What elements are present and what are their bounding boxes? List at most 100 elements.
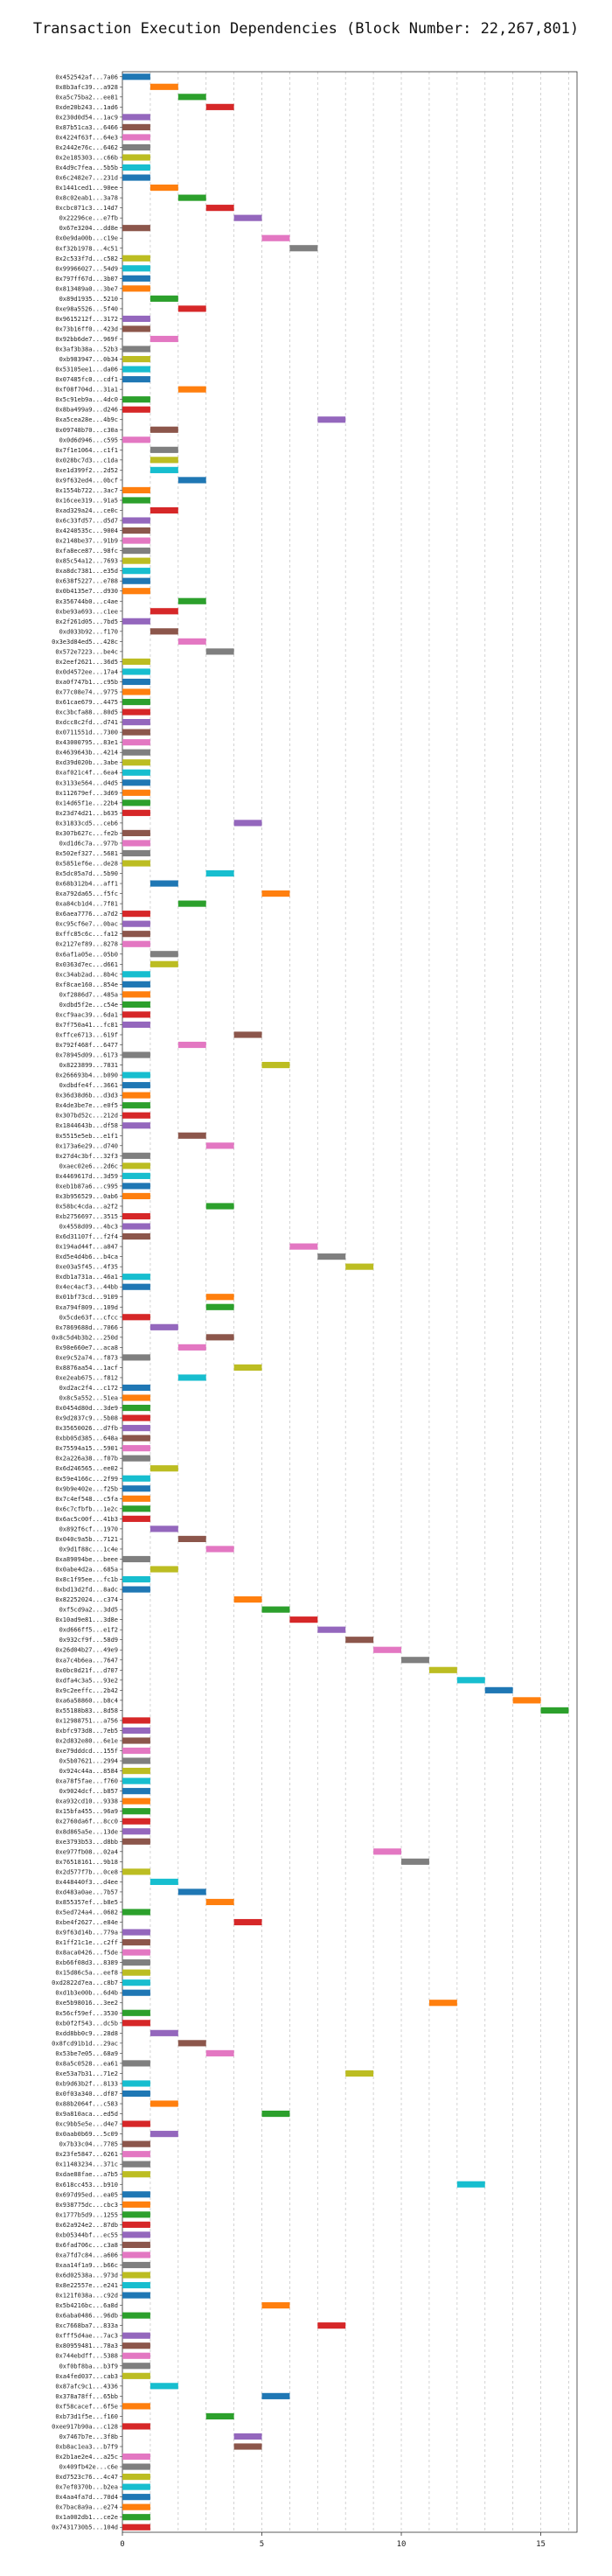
transaction-bar — [345, 1263, 374, 1270]
transaction-bar — [233, 820, 262, 827]
y-tick-label: 0x448440f3...d4ee — [55, 1879, 118, 1886]
y-tick-label: 0x0363d7ec...d661 — [55, 961, 118, 968]
transaction-bar — [122, 2453, 150, 2461]
transaction-bar — [122, 436, 150, 443]
y-tick-label: 0xf5cd9a2...3dd5 — [59, 1607, 118, 1614]
transaction-bar — [205, 1303, 234, 1310]
transaction-bar — [122, 981, 150, 988]
transaction-bar — [177, 1132, 206, 1139]
y-tick-label: 0xd1b3e00b...6d4b — [55, 1990, 118, 1997]
transaction-bar — [122, 355, 150, 363]
transaction-bar — [122, 255, 150, 262]
y-tick-label: 0x409fb42e...c6e — [59, 2464, 118, 2471]
y-tick-label: 0x2d832e80...6e1e — [55, 1737, 118, 1744]
transaction-bar — [373, 1848, 402, 1855]
y-tick-label: 0x87b51ca3...6466 — [55, 124, 118, 131]
transaction-bar — [122, 2281, 150, 2289]
y-tick-label: 0x6fad706c...c3a8 — [55, 2242, 118, 2249]
transaction-bar — [177, 1041, 206, 1049]
y-tick-label: 0x80959481...78a3 — [55, 2342, 118, 2349]
y-tick-label: 0x5b4216bc...6a8d — [55, 2302, 118, 2309]
y-tick-label: 0xc7668ba7...833a — [55, 2322, 118, 2329]
transaction-bar — [122, 1798, 150, 1805]
y-tick-label: 0x8aca0426...f5de — [55, 1950, 118, 1957]
y-tick-label: 0xaa14f1a9...b66c — [55, 2262, 118, 2269]
transaction-bar — [122, 2403, 150, 2410]
transaction-bar — [150, 2029, 178, 2036]
transaction-bar — [122, 396, 150, 403]
transaction-bar — [122, 1777, 150, 1784]
y-tick-label: 0xb9d63b2f...8133 — [55, 2080, 118, 2087]
y-tick-label: 0xe2eab675...f812 — [55, 1374, 118, 1381]
y-tick-label: 0x2148be37...91b9 — [55, 538, 118, 545]
axes-box — [122, 71, 578, 2533]
y-tick-label: 0x028bc7d3...c1da — [55, 457, 118, 464]
transaction-bar — [122, 1747, 150, 1755]
y-tick-label: 0x2a226a38...f07b — [55, 1456, 118, 1463]
y-tick-label: 0xe9c52a74...f873 — [55, 1354, 118, 1361]
transaction-bar — [122, 2140, 150, 2147]
y-tick-label: 0x121f038a...c92d — [55, 2293, 118, 2300]
transaction-bar — [122, 557, 150, 564]
transaction-bar — [122, 1909, 150, 1916]
transaction-bar — [122, 1828, 150, 1835]
y-tick-label: 0x3b956529...0ab6 — [55, 1193, 118, 1200]
transaction-bar — [122, 940, 150, 947]
y-tick-label: 0xa794f809...109d — [55, 1304, 118, 1311]
transaction-bar — [122, 2191, 150, 2198]
transaction-bar — [122, 1586, 150, 1593]
transaction-bar — [233, 1918, 262, 1926]
y-tick-label: 0x09748b70...c30a — [55, 427, 118, 434]
y-tick-label: 0x9f632ed4...0bcf — [55, 477, 118, 484]
transaction-bar — [122, 668, 150, 675]
y-tick-label: 0x9a810aca...ed5d — [55, 2111, 118, 2118]
transaction-bar — [122, 497, 150, 504]
transaction-bar — [150, 2383, 178, 2390]
y-tick-label: 0x8c02eab1...3a78 — [55, 195, 118, 202]
y-tick-label: 0x6af1a05e...05b0 — [55, 951, 118, 958]
axes-frame — [120, 71, 578, 2536]
transaction-bar — [122, 779, 150, 786]
y-tick-label: 0x15d86c5a...eef8 — [55, 1970, 118, 1977]
y-tick-label: 0xcbc071c3...14d7 — [55, 205, 118, 212]
y-tick-label: 0x2b1ae2e4...a25c — [55, 2454, 118, 2461]
transaction-bar — [122, 1475, 150, 1482]
y-tick-label: 0xa4fed037...cab3 — [55, 2373, 118, 2380]
transaction-bar — [122, 1172, 150, 1179]
y-tick-label: 0x0aab0b69...5c09 — [55, 2131, 118, 2138]
transaction-bar — [205, 869, 234, 877]
y-tick-label: 0x266693b4...b090 — [55, 1072, 118, 1079]
y-tick-label: 0xdbdfe4f...3661 — [59, 1082, 118, 1089]
transaction-bar — [261, 2392, 290, 2399]
y-tick-label: 0x5b07621...2994 — [59, 1758, 118, 1765]
transaction-bar — [122, 2463, 150, 2470]
x-tick-label: 10 — [397, 2540, 407, 2549]
y-tick-label: 0x76518161...9b18 — [55, 1859, 118, 1866]
transaction-bar — [122, 1212, 150, 1220]
transaction-bar — [205, 1142, 234, 1149]
transaction-bar — [122, 618, 150, 625]
y-tick-label: 0x307b627c...fe2b — [55, 830, 118, 837]
transaction-bar — [456, 1677, 485, 1684]
y-tick-label: 0x7f1e1064...c1f1 — [55, 447, 118, 454]
transaction-bar — [122, 1414, 150, 1421]
transaction-bar — [122, 1274, 150, 1281]
y-tick-label: 0x356744b0...c4ae — [55, 598, 118, 605]
y-tick-label: 0xa792da65...f5fc — [55, 890, 118, 897]
y-tick-label: 0x8fcd91b1d...29ac — [52, 2040, 118, 2047]
y-tick-label: 0x9b9e402e...f25b — [55, 1485, 118, 1492]
transaction-bar — [122, 709, 150, 716]
transaction-bar — [122, 2251, 150, 2258]
y-tick-label: 0x9c2eeffc...2b42 — [55, 1687, 118, 1694]
y-tick-label: 0x2e185303...c66b — [55, 154, 118, 161]
transaction-bar — [177, 194, 206, 201]
y-tick-label: 0x4639643b...4214 — [55, 750, 118, 757]
y-tick-label: 0xffc85c6c...fa12 — [55, 931, 118, 938]
transaction-bar — [177, 900, 206, 907]
y-tick-label: 0x01bf73cd...9109 — [55, 1294, 118, 1301]
transaction-bar — [122, 1435, 150, 1442]
transaction-bar — [122, 1717, 150, 1724]
transaction-bar — [122, 265, 150, 272]
